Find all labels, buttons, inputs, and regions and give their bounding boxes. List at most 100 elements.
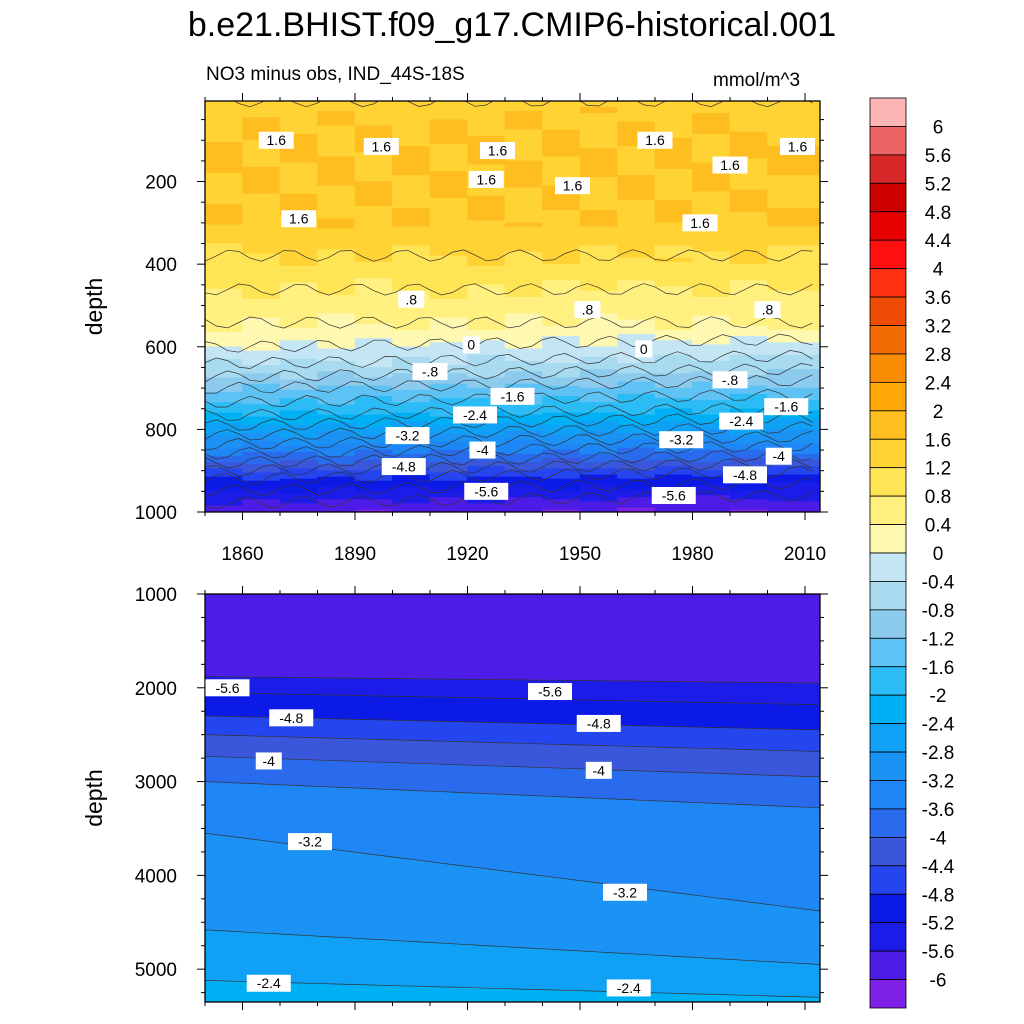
y-tick-label: 2000 [135,679,177,700]
contour-line [205,440,813,460]
contour-label: 0 [635,340,653,358]
upper-panel-frame [204,100,821,513]
lower-panel-frame [204,593,821,1003]
colorbar-box [869,239,907,270]
svg-text:-4: -4 [263,753,276,769]
colorbar-box [869,637,907,668]
svg-text:-1.6: -1.6 [500,388,524,404]
colorbar-box [869,325,907,355]
colorbar-label: -5.6 [922,942,955,963]
colorbar-label: 1.2 [925,459,951,480]
svg-text:-4.8: -4.8 [733,467,757,483]
contour-line [205,402,813,421]
colorbar-box [869,438,907,469]
y-tick-label: 5000 [135,960,177,981]
colorbar-label: 3.2 [925,317,951,338]
x-tick-label: 1980 [671,544,713,565]
contour-label: 1.6 [258,131,294,149]
contour-label: -5.6 [528,683,572,701]
svg-text:-5.6: -5.6 [662,487,686,503]
colorbar-label: 0.4 [925,516,952,537]
y-tick-label: 4000 [135,866,177,887]
colorbar-box [869,581,907,611]
contour-label: -5.6 [651,486,696,504]
colorbar-label: -4 [930,828,947,849]
colorbar-label: -1.2 [922,629,955,650]
colorbar-box [869,381,907,412]
svg-text:-2.4: -2.4 [617,980,641,996]
colorbar-box [869,893,907,924]
contour-line [205,477,813,498]
colorbar-box [869,950,907,980]
svg-text:.8: .8 [762,302,774,318]
svg-text:1.6: 1.6 [289,211,309,227]
y-axis-label: depth [81,769,107,827]
contour-label: .8 [754,301,781,319]
colorbar-box [869,865,907,895]
contour-label: -3.2 [385,427,430,445]
contour-line [205,490,813,510]
contour-label: 1.6 [480,142,515,160]
svg-text:1.6: 1.6 [720,157,740,173]
contour-label: -2.4 [453,406,497,424]
contour-line [205,316,813,329]
svg-text:-5.6: -5.6 [474,483,498,499]
contour-line [205,676,820,684]
colorbar-label: -0.4 [922,572,955,593]
colorbar-label: 5.6 [925,146,951,167]
colorbar-label: 1.6 [925,430,951,451]
contour-line [205,929,820,965]
contour-label: -3.2 [603,883,647,901]
colorbar-box [869,666,907,696]
colorbar-box [869,97,907,127]
colorbar [869,97,907,1009]
svg-text:1.6: 1.6 [788,138,808,154]
contour-label: 1.6 [363,137,399,155]
contour-label: 1.6 [780,137,815,155]
colorbar-label: 6 [933,117,944,138]
colorbar-label: -6 [930,971,947,992]
svg-text:-1.6: -1.6 [774,399,798,415]
svg-text:.8: .8 [405,291,417,307]
svg-text:-4: -4 [773,448,786,464]
colorbar-label: 4 [933,260,944,281]
contour-label: 1.6 [682,214,718,232]
contour-label: -2.4 [606,979,651,997]
colorbar-box [869,552,907,582]
contour-line [205,734,820,752]
units-label: mmol/m^3 [713,70,801,91]
colorbar-label: -4.8 [922,885,955,906]
colorbar-box [869,524,907,554]
contour-line [205,449,813,469]
colorbar-label: -3.6 [922,800,955,821]
colorbar-box [869,808,907,838]
colorbar-box [869,467,907,497]
x-tick-label: 1890 [334,544,376,565]
svg-text:-2.4: -2.4 [257,975,281,991]
contour-label: .8 [398,290,425,308]
svg-text:-5.6: -5.6 [538,684,562,700]
y-tick-label: 400 [145,255,177,276]
svg-text:0: 0 [467,337,475,353]
colorbar-box [869,836,907,867]
contour-label: -4 [765,447,792,465]
colorbar-box [869,268,907,298]
contour-line [205,980,820,998]
y-tick-label: 3000 [135,773,177,794]
svg-text:1.6: 1.6 [372,138,392,154]
contour-line [205,374,813,394]
contour-label: -4.8 [576,714,621,732]
contour-label: -4 [585,761,612,779]
contour-label: -4 [255,752,282,770]
contour-label: 1.6 [712,156,748,174]
contour-label: 1.6 [555,177,590,195]
colorbar-label: 2 [933,402,944,423]
y-tick-label: 600 [145,338,177,359]
contour-label: -3.2 [659,431,704,449]
contour-label: 1.6 [281,210,317,228]
contour-line [205,101,813,108]
contour-line [205,333,813,353]
colorbar-box [869,780,907,810]
contour-label: -5.6 [464,482,509,500]
contour-label: -.8 [712,371,748,389]
